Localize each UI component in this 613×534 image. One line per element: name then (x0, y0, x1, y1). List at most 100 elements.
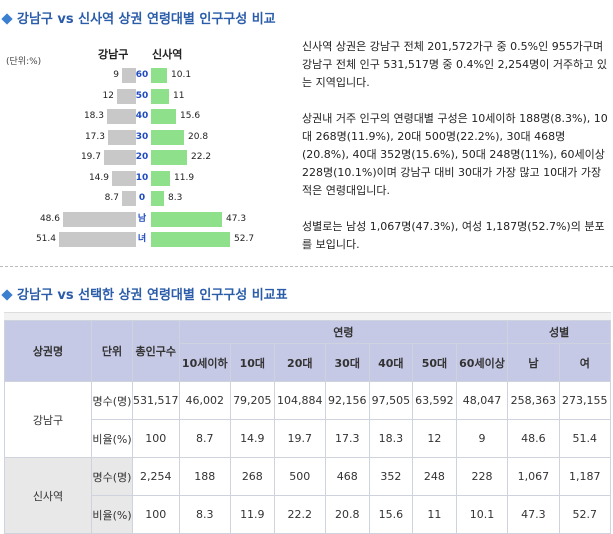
left-bar (122, 191, 136, 206)
header-gender-col: 여 (558, 343, 612, 382)
value-cell: 48.6 (507, 419, 560, 458)
right-value-label: 20.8 (188, 131, 209, 142)
diamond-bullet-icon (1, 13, 13, 25)
header-unit: 단위 (91, 320, 133, 382)
value-cell: 79,205 (230, 381, 275, 420)
value-cell: 268 (230, 457, 275, 496)
value-cell: 273,155 (558, 381, 612, 420)
value-cell: 500 (273, 457, 326, 496)
unit-cell: 명수(명) (91, 457, 133, 496)
left-value-label: 12 (102, 90, 114, 101)
right-bar (151, 129, 184, 145)
age-axis-label: 10 (135, 172, 149, 183)
age-axis-label: 50 (135, 90, 149, 101)
value-cell: 97,505 (368, 381, 414, 420)
right-bar (151, 191, 164, 206)
description-text: 신사역 상권은 강남구 전체 201,572가구 중 0.5%인 955가구며 … (302, 38, 610, 272)
value-cell: 100 (132, 419, 180, 458)
age-axis-label: 0 (138, 193, 146, 203)
value-cell: 1,187 (558, 457, 612, 496)
right-bar (151, 170, 170, 186)
left-value-label: 8.7 (104, 193, 119, 203)
table-row: 비율(%) 100 8.7 14.9 19.7 17.3 18.3 12 9 48.6 51.4 (5, 419, 612, 458)
header-age-col: 10대 (230, 343, 275, 382)
left-bar (104, 150, 136, 165)
right-bar (151, 150, 187, 165)
right-value-label: 52.7 (234, 234, 255, 244)
section-title-table: 강남구 vs 선택한 상권 연령대별 인구구성 비교표 (0, 284, 288, 303)
value-cell: 15.6 (368, 495, 414, 534)
value-cell: 19.7 (273, 419, 326, 458)
value-cell: 258,363 (507, 381, 560, 420)
left-value-label: 51.4 (35, 234, 56, 244)
value-cell: 531,517 (132, 381, 180, 420)
right-value-label: 11.9 (174, 172, 195, 183)
header-gender: 성별 (507, 320, 611, 344)
left-value-label: 18.3 (83, 111, 104, 121)
value-cell: 352 (368, 457, 414, 496)
right-bar (151, 232, 230, 247)
age-axis-label: 남 (137, 213, 147, 224)
value-cell: 46,002 (178, 381, 232, 420)
header-region: 상권명 (4, 320, 92, 382)
header-total: 총인구수 (132, 320, 180, 382)
description-paragraph-1: 신사역 상권은 강남구 전체 201,572가구 중 0.5%인 955가구며 … (302, 40, 607, 89)
value-cell: 51.4 (558, 419, 612, 458)
left-value-label: 9 (113, 70, 119, 80)
value-cell: 14.9 (230, 419, 275, 458)
left-bar (112, 170, 136, 186)
description-paragraph-3: 성별로는 남성 1,067명(47.3%), 여성 1,187명(52.7%)의… (302, 220, 605, 251)
right-value-label: 15.6 (180, 111, 201, 121)
unit-cell: 비율(%) (91, 419, 133, 458)
header-age-col: 50대 (412, 343, 457, 382)
right-bar (151, 211, 222, 227)
value-cell: 2,254 (132, 457, 180, 496)
value-cell: 9 (455, 419, 509, 458)
age-axis-label: 40 (135, 111, 149, 121)
description-paragraph-2: 상권내 거주 인구의 연령대별 구성은 10세이하 188명(8.3%), 10… (302, 112, 608, 197)
left-bar (107, 109, 136, 124)
value-cell: 1,067 (507, 457, 560, 496)
value-cell: 100 (132, 495, 180, 534)
left-value-label: 48.6 (39, 213, 60, 224)
header-age-col: 40대 (368, 343, 414, 382)
table-row: 신사역 명수(명) 2,254 188 268 500 468 352 248 228 1,067 1… (4, 457, 612, 534)
header-age-col: 60세이상 (455, 343, 509, 382)
header-gender-col: 남 (507, 343, 560, 382)
right-bar (151, 68, 167, 83)
value-cell: 48,047 (455, 381, 509, 420)
section-divider (0, 266, 613, 267)
diamond-bullet-icon (1, 289, 13, 301)
right-value-label: 10.1 (171, 70, 192, 80)
value-cell: 188 (178, 457, 232, 496)
right-bar (151, 109, 176, 124)
left-header: 강남구 (98, 48, 129, 61)
value-cell: 11.9 (230, 495, 275, 534)
value-cell: 228 (455, 457, 509, 496)
value-cell: 468 (324, 457, 370, 496)
age-axis-label: 30 (135, 131, 149, 142)
table-frame (4, 312, 611, 321)
value-cell: 22.2 (273, 495, 326, 534)
left-bar (108, 129, 136, 145)
value-cell: 52.7 (558, 495, 612, 534)
right-value-label: 8.3 (168, 193, 183, 203)
left-bar (122, 68, 136, 83)
header-age: 연령 (178, 320, 509, 344)
right-value-label: 11 (173, 90, 185, 101)
value-cell: 17.3 (324, 419, 370, 458)
age-axis-label: 20 (135, 152, 149, 162)
header-age-col: 20대 (273, 343, 326, 382)
header-age-col: 30대 (324, 343, 370, 382)
right-bar (151, 88, 169, 104)
unit-cell: 비율(%) (91, 495, 133, 534)
region-name-cell: 신사역 (4, 457, 92, 534)
left-bar (59, 232, 136, 247)
left-value-label: 17.3 (84, 131, 105, 142)
value-cell: 12 (412, 419, 457, 458)
table-row: 강남구 명수(명) 531,517 46,002 79,205 104,884 92,156… (4, 381, 612, 458)
value-cell: 104,884 (273, 381, 326, 420)
value-cell: 11 (412, 495, 457, 534)
comparison-table: 상권명 단위 총인구수 연령 성별 10세이하 10대 20대 30대 40대 … (4, 320, 612, 534)
table-row: 비율(%) 100 8.3 11.9 22.2 20.8 15.6 11 10.1 47.3 52.… (5, 495, 612, 534)
